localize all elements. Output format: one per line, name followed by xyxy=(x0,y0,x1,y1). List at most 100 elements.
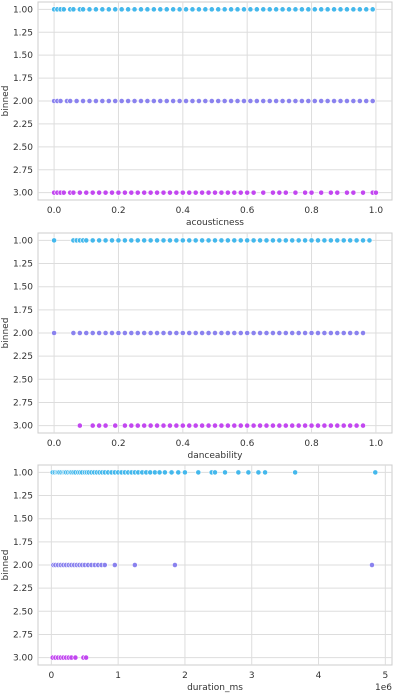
data-point xyxy=(282,330,289,336)
data-point xyxy=(167,330,173,336)
data-point xyxy=(237,422,244,429)
data-point xyxy=(131,98,138,104)
data-point xyxy=(154,330,160,336)
data-point xyxy=(83,237,90,244)
data-point xyxy=(182,469,188,476)
data-point xyxy=(305,6,312,13)
data-point xyxy=(101,562,108,568)
x-tick-label: 0.6 xyxy=(240,206,255,216)
data-point xyxy=(170,6,177,13)
data-point xyxy=(221,6,228,13)
data-point xyxy=(276,422,283,429)
data-point xyxy=(337,98,344,104)
data-point xyxy=(173,330,180,336)
data-point xyxy=(321,422,328,429)
data-point xyxy=(163,98,170,104)
x-tick-label: 0.0 xyxy=(47,206,62,216)
y-tick-label: 2.00 xyxy=(13,329,33,339)
data-point xyxy=(237,330,244,336)
data-point xyxy=(76,330,83,336)
x-tick-label: 1 xyxy=(115,671,121,681)
data-point xyxy=(167,422,173,429)
data-point xyxy=(347,237,354,244)
data-point xyxy=(334,330,341,336)
data-point xyxy=(118,6,125,13)
data-point xyxy=(179,189,186,196)
y-tick-label: 1.50 xyxy=(13,283,33,293)
data-point xyxy=(128,330,135,336)
data-point xyxy=(218,189,225,196)
data-point xyxy=(112,422,119,429)
data-point xyxy=(244,237,251,244)
y-tick-label: 2.00 xyxy=(13,561,33,571)
data-point xyxy=(147,330,154,336)
data-point xyxy=(302,237,309,244)
data-point xyxy=(162,469,168,476)
data-point xyxy=(245,469,252,476)
data-point xyxy=(141,237,148,244)
data-point xyxy=(282,422,289,429)
data-point xyxy=(109,237,115,244)
data-point xyxy=(302,189,309,196)
data-point xyxy=(144,6,151,13)
data-point xyxy=(147,189,154,196)
data-point xyxy=(218,330,225,336)
data-point xyxy=(105,98,112,104)
data-point xyxy=(344,98,350,104)
data-point xyxy=(340,422,347,429)
data-point xyxy=(208,6,215,13)
data-point xyxy=(202,6,209,13)
data-point xyxy=(212,422,218,429)
data-point xyxy=(70,330,77,336)
x-tick-label: 0.8 xyxy=(304,439,319,449)
data-point xyxy=(292,189,299,196)
data-point xyxy=(134,189,141,196)
data-point xyxy=(311,6,318,13)
data-point xyxy=(340,237,347,244)
y-tick-label: 1.50 xyxy=(13,51,33,61)
data-point xyxy=(347,330,354,336)
x-tick-label: 0.2 xyxy=(111,439,125,449)
data-point xyxy=(337,6,344,13)
data-point xyxy=(93,6,99,13)
y-tick-label: 1.25 xyxy=(13,28,33,38)
data-point xyxy=(279,6,286,13)
data-point xyxy=(173,422,180,429)
y-tick-label: 2.50 xyxy=(13,143,33,153)
data-point xyxy=(138,6,144,13)
y-tick-label: 1.75 xyxy=(13,538,33,548)
data-point xyxy=(315,422,321,429)
data-point xyxy=(224,330,231,336)
data-point xyxy=(321,330,328,336)
y-tick-label: 1.00 xyxy=(13,236,33,246)
data-point xyxy=(111,562,118,568)
data-point xyxy=(334,422,341,429)
data-point xyxy=(67,98,74,104)
x-tick-label: 5 xyxy=(382,671,388,681)
data-point xyxy=(199,422,206,429)
data-point xyxy=(276,330,283,336)
data-point xyxy=(369,562,375,568)
data-point xyxy=(192,237,199,244)
data-point xyxy=(250,330,257,336)
data-point xyxy=(212,469,218,476)
data-point xyxy=(369,6,376,13)
data-point xyxy=(235,469,242,476)
data-point xyxy=(105,6,112,13)
data-point xyxy=(260,189,267,196)
y-tick-label: 1.75 xyxy=(13,74,33,84)
data-point xyxy=(157,6,164,13)
data-point xyxy=(195,469,202,476)
data-point xyxy=(369,98,376,104)
data-point xyxy=(266,98,273,104)
data-point xyxy=(360,237,366,244)
data-point xyxy=(89,189,96,196)
data-point xyxy=(253,6,260,13)
data-point xyxy=(289,422,296,429)
data-point xyxy=(289,330,296,336)
data-point xyxy=(350,6,357,13)
data-point xyxy=(260,6,267,13)
data-point xyxy=(212,237,218,244)
data-point xyxy=(168,469,175,476)
data-point xyxy=(102,189,109,196)
